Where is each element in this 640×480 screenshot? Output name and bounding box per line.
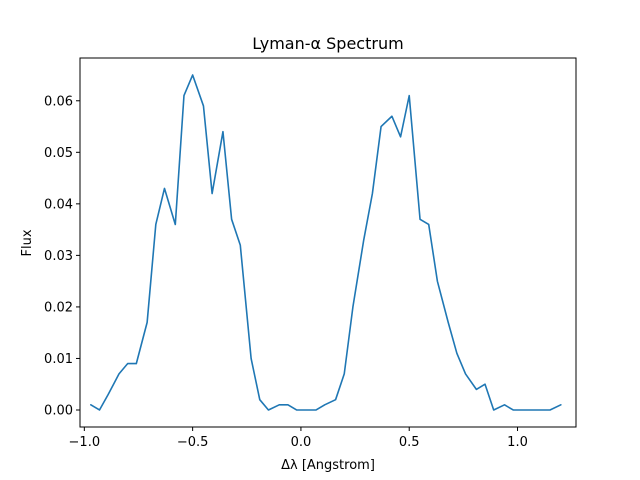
y-tick-label: 0.03 xyxy=(44,249,73,264)
axes-frame xyxy=(79,57,577,428)
x-axis-label: Δλ [Angstrom] xyxy=(281,458,375,473)
y-tick-label: 0.02 xyxy=(44,300,73,315)
plot-area xyxy=(90,74,562,411)
y-tick-label: 0.00 xyxy=(44,403,73,418)
y-tick-label: 0.06 xyxy=(44,94,73,109)
y-tick-label: 0.01 xyxy=(44,352,73,367)
x-tick-label: 1.0 xyxy=(507,435,528,450)
y-tick-label: 0.04 xyxy=(44,197,73,212)
x-tick-label: −0.5 xyxy=(177,435,209,450)
x-tick-label: −1.0 xyxy=(69,435,101,450)
series-line xyxy=(90,74,562,411)
y-axis: 0.00 0.01 0.02 0.03 0.04 0.05 0.06 xyxy=(44,94,80,418)
x-axis: −1.0 −0.5 0.0 0.5 1.0 xyxy=(69,427,528,450)
y-tick-label: 0.05 xyxy=(44,146,73,161)
x-tick-label: 0.0 xyxy=(291,435,312,450)
y-axis-label: Flux xyxy=(20,229,35,256)
chart-title: Lyman-α Spectrum xyxy=(252,34,403,53)
x-tick-label: 0.5 xyxy=(399,435,420,450)
